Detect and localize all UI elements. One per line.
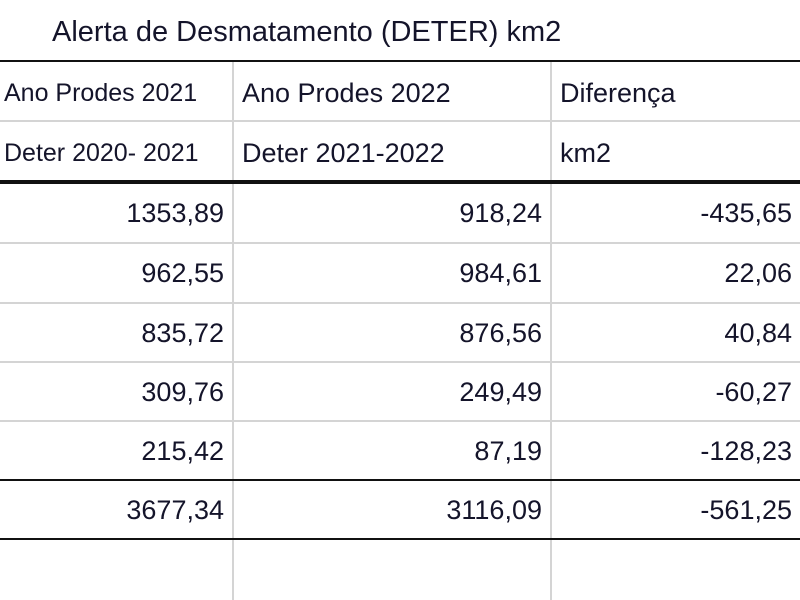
col2-value: 876,56 <box>459 318 542 348</box>
total-bottom-border <box>0 538 800 540</box>
header-col2-line2: Deter 2021-2022 <box>242 138 445 168</box>
difference-value: -561,25 <box>700 495 792 525</box>
col1-value: 215,42 <box>141 436 224 466</box>
col1-value: 962,55 <box>141 258 224 288</box>
header-col3-line2: km2 <box>560 138 612 168</box>
difference-value: -435,65 <box>700 198 792 228</box>
col2-value: 3116,09 <box>446 495 542 525</box>
grid-line <box>0 361 800 363</box>
col1-value: 3677,34 <box>126 495 224 525</box>
col1-value: 835,72 <box>141 318 224 348</box>
header-col1-line2: Deter 2020- 2021 <box>4 139 199 167</box>
difference-value: 40,84 <box>724 318 792 348</box>
col1-value: 309,76 <box>141 377 224 407</box>
col2-value: 918,24 <box>459 198 542 228</box>
header-col3-line1: Diferença <box>560 78 676 108</box>
table-title: Alerta de Desmatamento (DETER) km2 <box>52 16 562 48</box>
col1-value: 1353,89 <box>126 198 224 228</box>
difference-value: -60,27 <box>715 377 792 407</box>
difference-value: 22,06 <box>724 258 792 288</box>
grid-line <box>0 302 800 304</box>
col2-value: 984,61 <box>459 258 542 288</box>
grid-line <box>0 420 800 422</box>
col2-value: 249,49 <box>459 377 542 407</box>
column-divider <box>232 61 234 600</box>
difference-value: -128,23 <box>700 436 792 466</box>
total-border <box>0 479 800 481</box>
header-col2-line1: Ano Prodes 2022 <box>242 78 451 108</box>
header-col1-line1: Ano Prodes 2021 <box>4 79 198 107</box>
grid-line <box>0 120 800 122</box>
column-divider <box>550 61 552 600</box>
border-line <box>0 60 800 62</box>
col2-value: 87,19 <box>474 436 542 466</box>
header-border <box>0 180 800 184</box>
grid-line <box>0 242 800 244</box>
